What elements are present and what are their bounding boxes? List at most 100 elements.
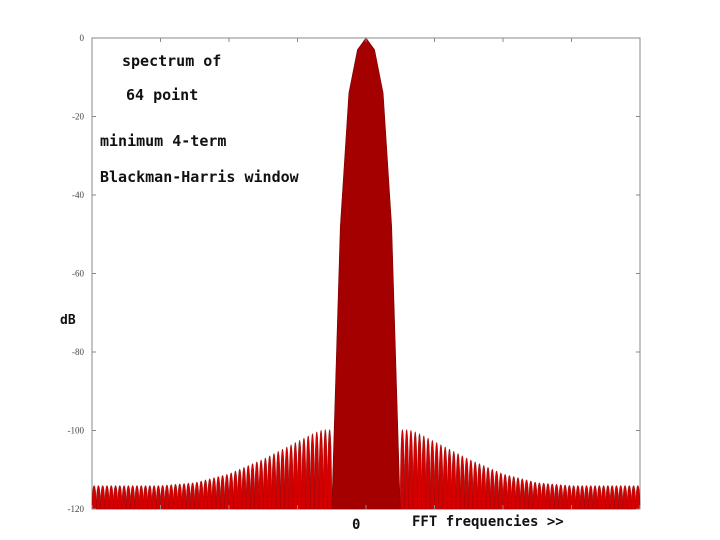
sidelobe: [147, 485, 153, 510]
sidelobe: [498, 472, 504, 510]
sidelobe: [160, 485, 165, 510]
sidelobe: [575, 485, 581, 510]
y-axis-label: dB: [60, 313, 76, 328]
sidelobe: [421, 435, 427, 510]
y-tick-label: -20: [72, 112, 84, 122]
annotation-blackman-harris-window: Blackman-Harris window: [100, 168, 300, 186]
sidelobe: [288, 444, 294, 510]
sidelobe: [258, 459, 264, 510]
sidelobe: [168, 484, 174, 510]
sidelobe: [322, 429, 328, 510]
sidelobe: [108, 485, 114, 510]
sidelobe: [412, 431, 418, 510]
sidelobe: [605, 485, 611, 510]
sidelobe: [241, 467, 247, 510]
sidelobe: [635, 485, 641, 510]
sidelobe: [477, 463, 482, 510]
sidelobe: [459, 455, 465, 510]
sidelobe: [541, 483, 547, 510]
sidelobe: [280, 449, 285, 510]
sidelobe: [614, 485, 619, 510]
sidelobe: [91, 485, 97, 510]
y-tick-label: -120: [68, 504, 85, 514]
sidelobe: [134, 485, 140, 510]
sidelobe: [451, 451, 457, 510]
sidelobe: [489, 469, 495, 510]
sidelobe: [408, 430, 414, 510]
sidelobe: [618, 485, 624, 510]
sidelobe: [233, 471, 238, 510]
sidelobe: [404, 429, 410, 510]
sidelobe: [113, 485, 118, 510]
sidelobe: [185, 483, 191, 510]
sidelobe: [434, 442, 439, 510]
sidelobe: [631, 485, 636, 510]
sidelobe: [588, 485, 594, 510]
sidelobe: [228, 472, 234, 510]
sidelobe: [468, 459, 474, 510]
sidelobe: [211, 477, 217, 510]
sidelobe: [177, 483, 183, 510]
sidelobe: [271, 453, 277, 510]
y-axis-ticks: 0 -20 -40 -60 -80 -100 -120: [68, 33, 640, 514]
sidelobe: [502, 474, 508, 510]
sidelobe: [203, 479, 208, 510]
sidelobe: [562, 484, 568, 510]
sidelobe: [215, 476, 221, 510]
sidelobe: [430, 439, 435, 510]
sidelobe: [579, 485, 585, 510]
sidelobe: [455, 453, 461, 510]
sidelobe: [181, 483, 187, 510]
sidelobe: [198, 480, 204, 510]
x-tick-label-0: 0: [352, 517, 360, 533]
sidelobe: [164, 484, 170, 510]
sidelobe: [511, 476, 517, 510]
x-axis-ticks: [91, 38, 641, 509]
sidelobe: [224, 474, 230, 510]
y-tick-label: -40: [72, 190, 84, 200]
sidelobe: [442, 446, 448, 510]
sidelobe: [567, 485, 572, 510]
sidelobe: [310, 433, 315, 510]
sidelobe: [609, 485, 615, 510]
sidelobe: [494, 471, 499, 510]
annotation-64-point: 64 point: [126, 86, 198, 104]
sidelobe: [472, 461, 478, 510]
sidelobe: [481, 465, 487, 510]
y-tick-label: -80: [72, 347, 84, 357]
sidelobe: [250, 463, 255, 510]
sidelobe: [156, 485, 161, 510]
sidelobe: [447, 449, 452, 510]
sidelobe: [301, 437, 307, 510]
sidelobe: [438, 444, 444, 510]
sidelobe: [173, 484, 178, 510]
sidelobe: [190, 482, 195, 510]
sidelobe: [528, 480, 534, 510]
sidelobe: [622, 485, 628, 510]
main-lobe: [331, 37, 401, 510]
sidelobe: [305, 435, 311, 510]
sidelobe: [524, 479, 529, 510]
sidelobe: [220, 475, 225, 510]
sidelobe: [549, 483, 555, 510]
annotation-minimum-4-term: minimum 4-term: [100, 132, 226, 150]
sidelobe: [601, 485, 606, 510]
sidelobe: [519, 478, 525, 510]
sidelobe: [571, 485, 576, 510]
y-tick-label: -60: [72, 269, 84, 279]
sidelobe: [545, 483, 551, 510]
sidelobe: [485, 467, 491, 510]
sidelobe: [532, 482, 538, 510]
annotation-spectrum-of: spectrum of: [122, 52, 221, 70]
sidelobe: [507, 475, 512, 510]
sidelobe: [558, 484, 564, 510]
sidelobe: [130, 485, 136, 510]
sidelobe: [143, 485, 148, 510]
sidelobe: [284, 446, 290, 510]
sidelobe: [515, 477, 521, 510]
sidelobe: [138, 485, 144, 510]
sidelobe: [275, 451, 281, 510]
sidelobe: [592, 485, 598, 510]
sidelobe: [400, 429, 405, 510]
